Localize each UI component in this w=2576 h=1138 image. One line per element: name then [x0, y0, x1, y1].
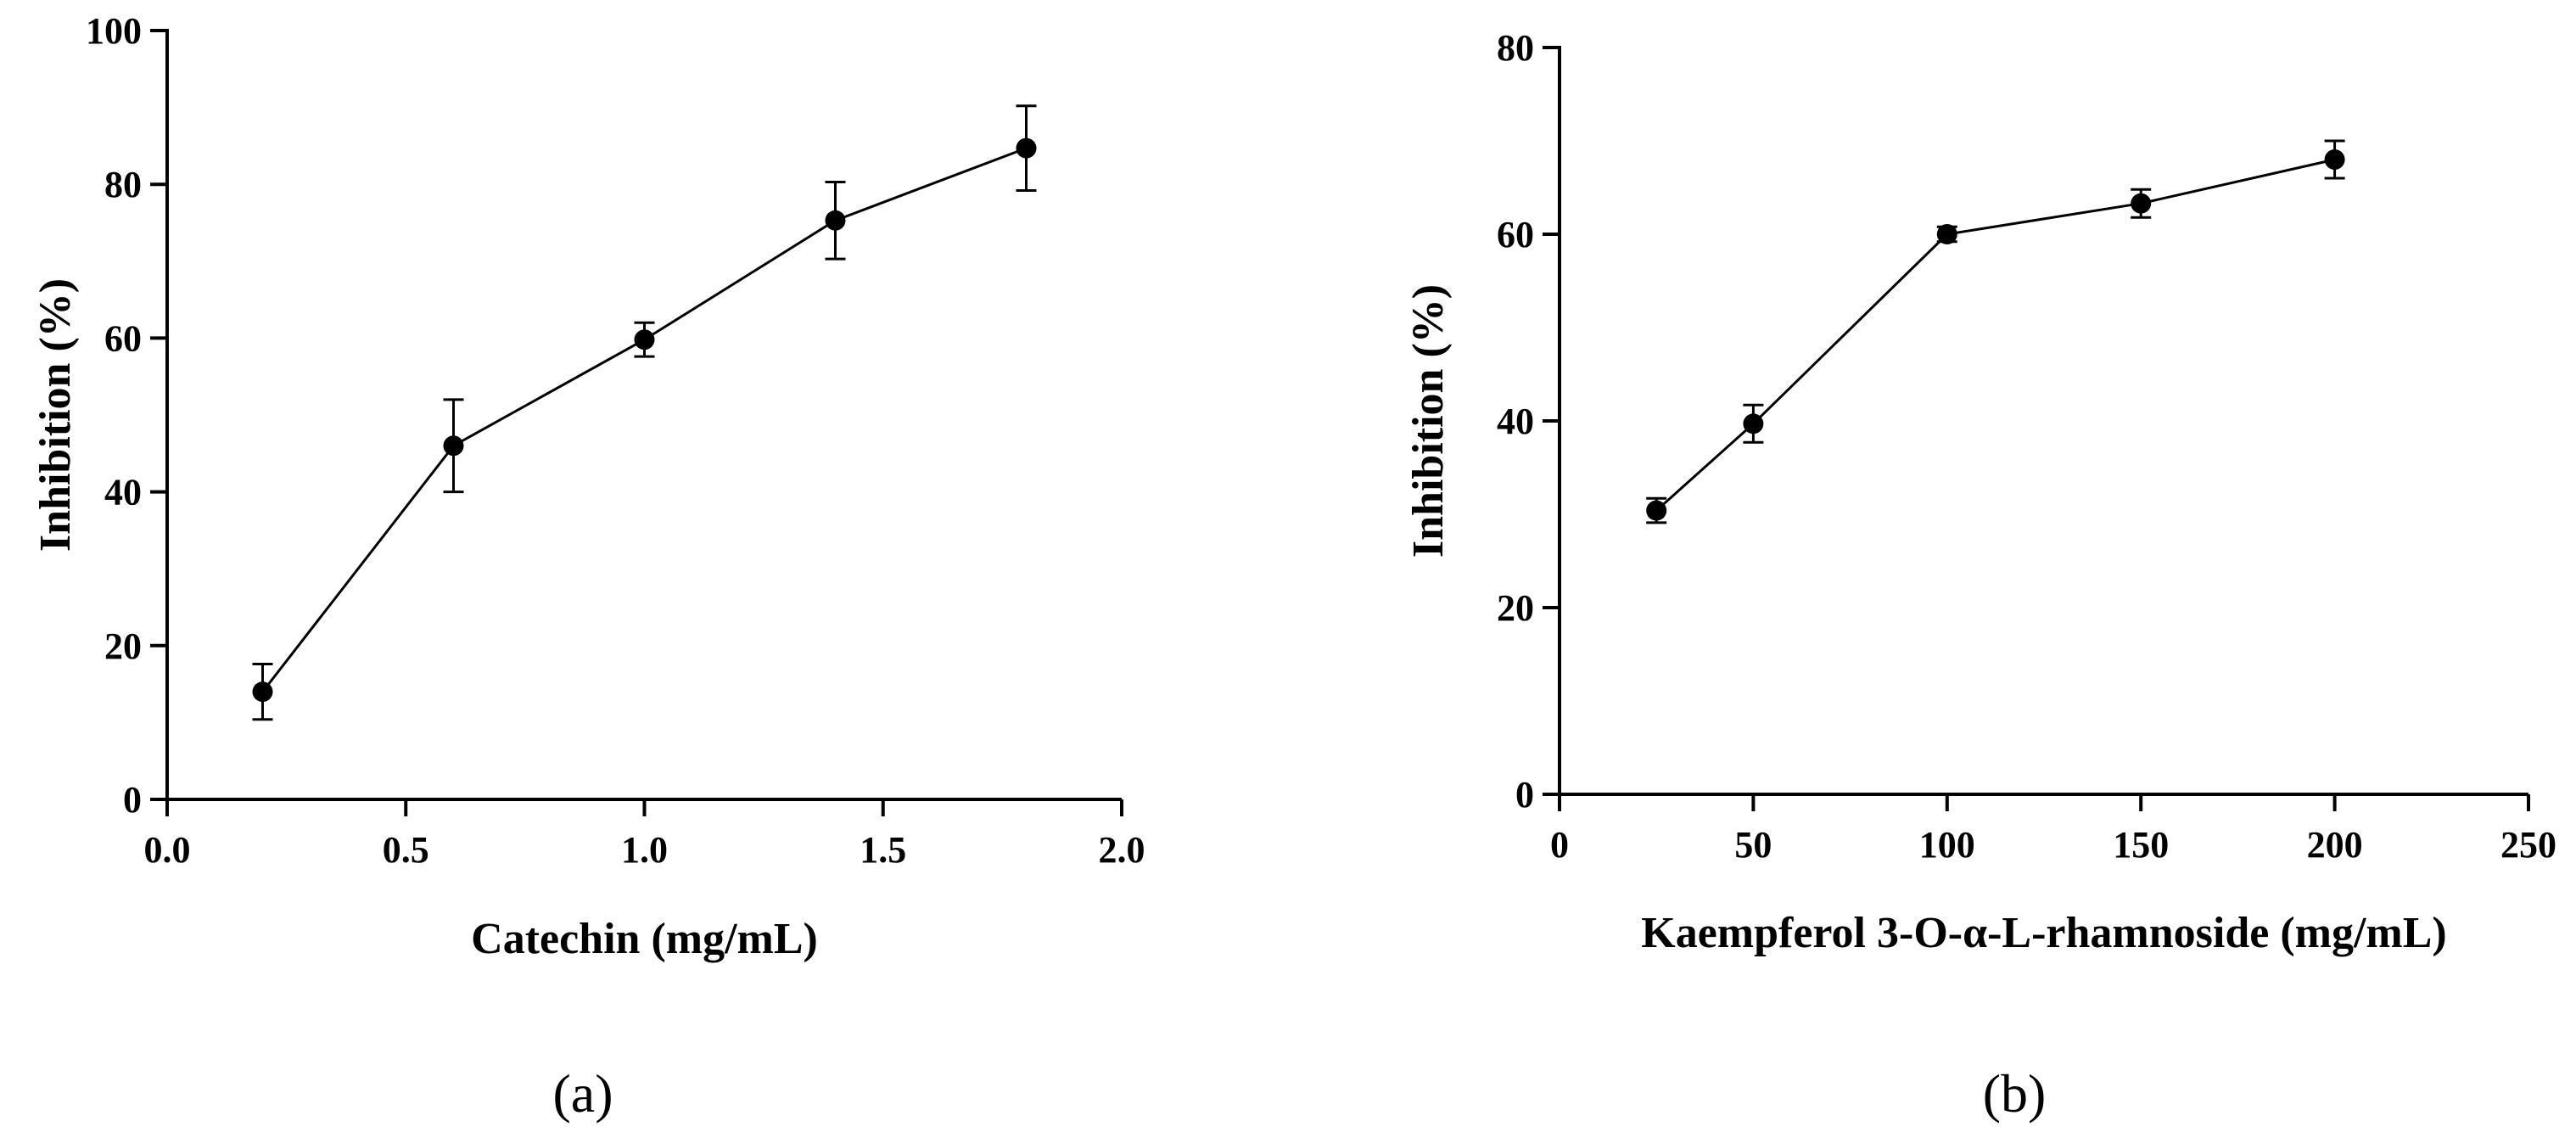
y-tick-label: 0: [123, 779, 142, 821]
y-tick-label: 20: [1497, 587, 1534, 629]
x-tick-label: 250: [2500, 824, 2556, 866]
x-tick-label: 150: [2113, 824, 2169, 866]
data-point: [1936, 224, 1957, 244]
chart-a: 0.0 0.5 1.0 1.5 2.0 0 20 40 60 80 100 Catechin (mg/…: [31, 10, 1145, 1124]
series-line: [261, 147, 1028, 693]
x-tick-label: 100: [1919, 824, 1975, 866]
data-point: [2131, 193, 2152, 214]
panel-label: (a): [552, 1063, 613, 1124]
data-point: [1646, 500, 1667, 521]
y-tick-label: 80: [104, 164, 142, 205]
x-axis-title: Kaempferol 3-O-α-L-rhamnoside (mg/mL): [1641, 909, 2446, 957]
data-point: [443, 435, 464, 457]
y-tick-label: 80: [1497, 27, 1534, 69]
data-point: [252, 681, 273, 703]
y-tick-label: 60: [1497, 214, 1534, 255]
y-tick-label: 20: [104, 625, 142, 667]
data-point: [634, 329, 655, 350]
y-tick-label: 100: [86, 10, 142, 52]
chart-b: 0 50 100 150 200 250 0 20 40 60 80 Kaempferol 3-O-α…: [1404, 27, 2556, 1124]
x-axis-title: Catechin (mg/mL): [471, 915, 818, 963]
x-tick-label: 50: [1734, 824, 1772, 866]
data-point: [825, 210, 846, 231]
y-tick-label: 0: [1515, 774, 1534, 816]
y-axis-title: Inhibition (%): [31, 278, 80, 552]
data-point: [2324, 149, 2345, 170]
x-tick-label: 0.0: [144, 829, 191, 871]
data-point: [1016, 137, 1037, 159]
x-tick-label: 2.0: [1099, 829, 1145, 871]
series-line: [1655, 158, 2335, 512]
data-point: [1743, 413, 1764, 434]
x-tick-label: 200: [2307, 824, 2363, 866]
x-tick-label: 0: [1550, 824, 1569, 866]
y-axis-title: Inhibition (%): [1404, 284, 1453, 558]
y-tick-label: 60: [104, 317, 142, 359]
y-tick-label: 40: [104, 472, 142, 513]
x-tick-label: 1.0: [621, 829, 668, 871]
x-tick-label: 0.5: [383, 829, 429, 871]
x-tick-label: 1.5: [860, 829, 906, 871]
y-tick-label: 40: [1497, 401, 1534, 442]
panel-label: (b): [1983, 1063, 2047, 1124]
